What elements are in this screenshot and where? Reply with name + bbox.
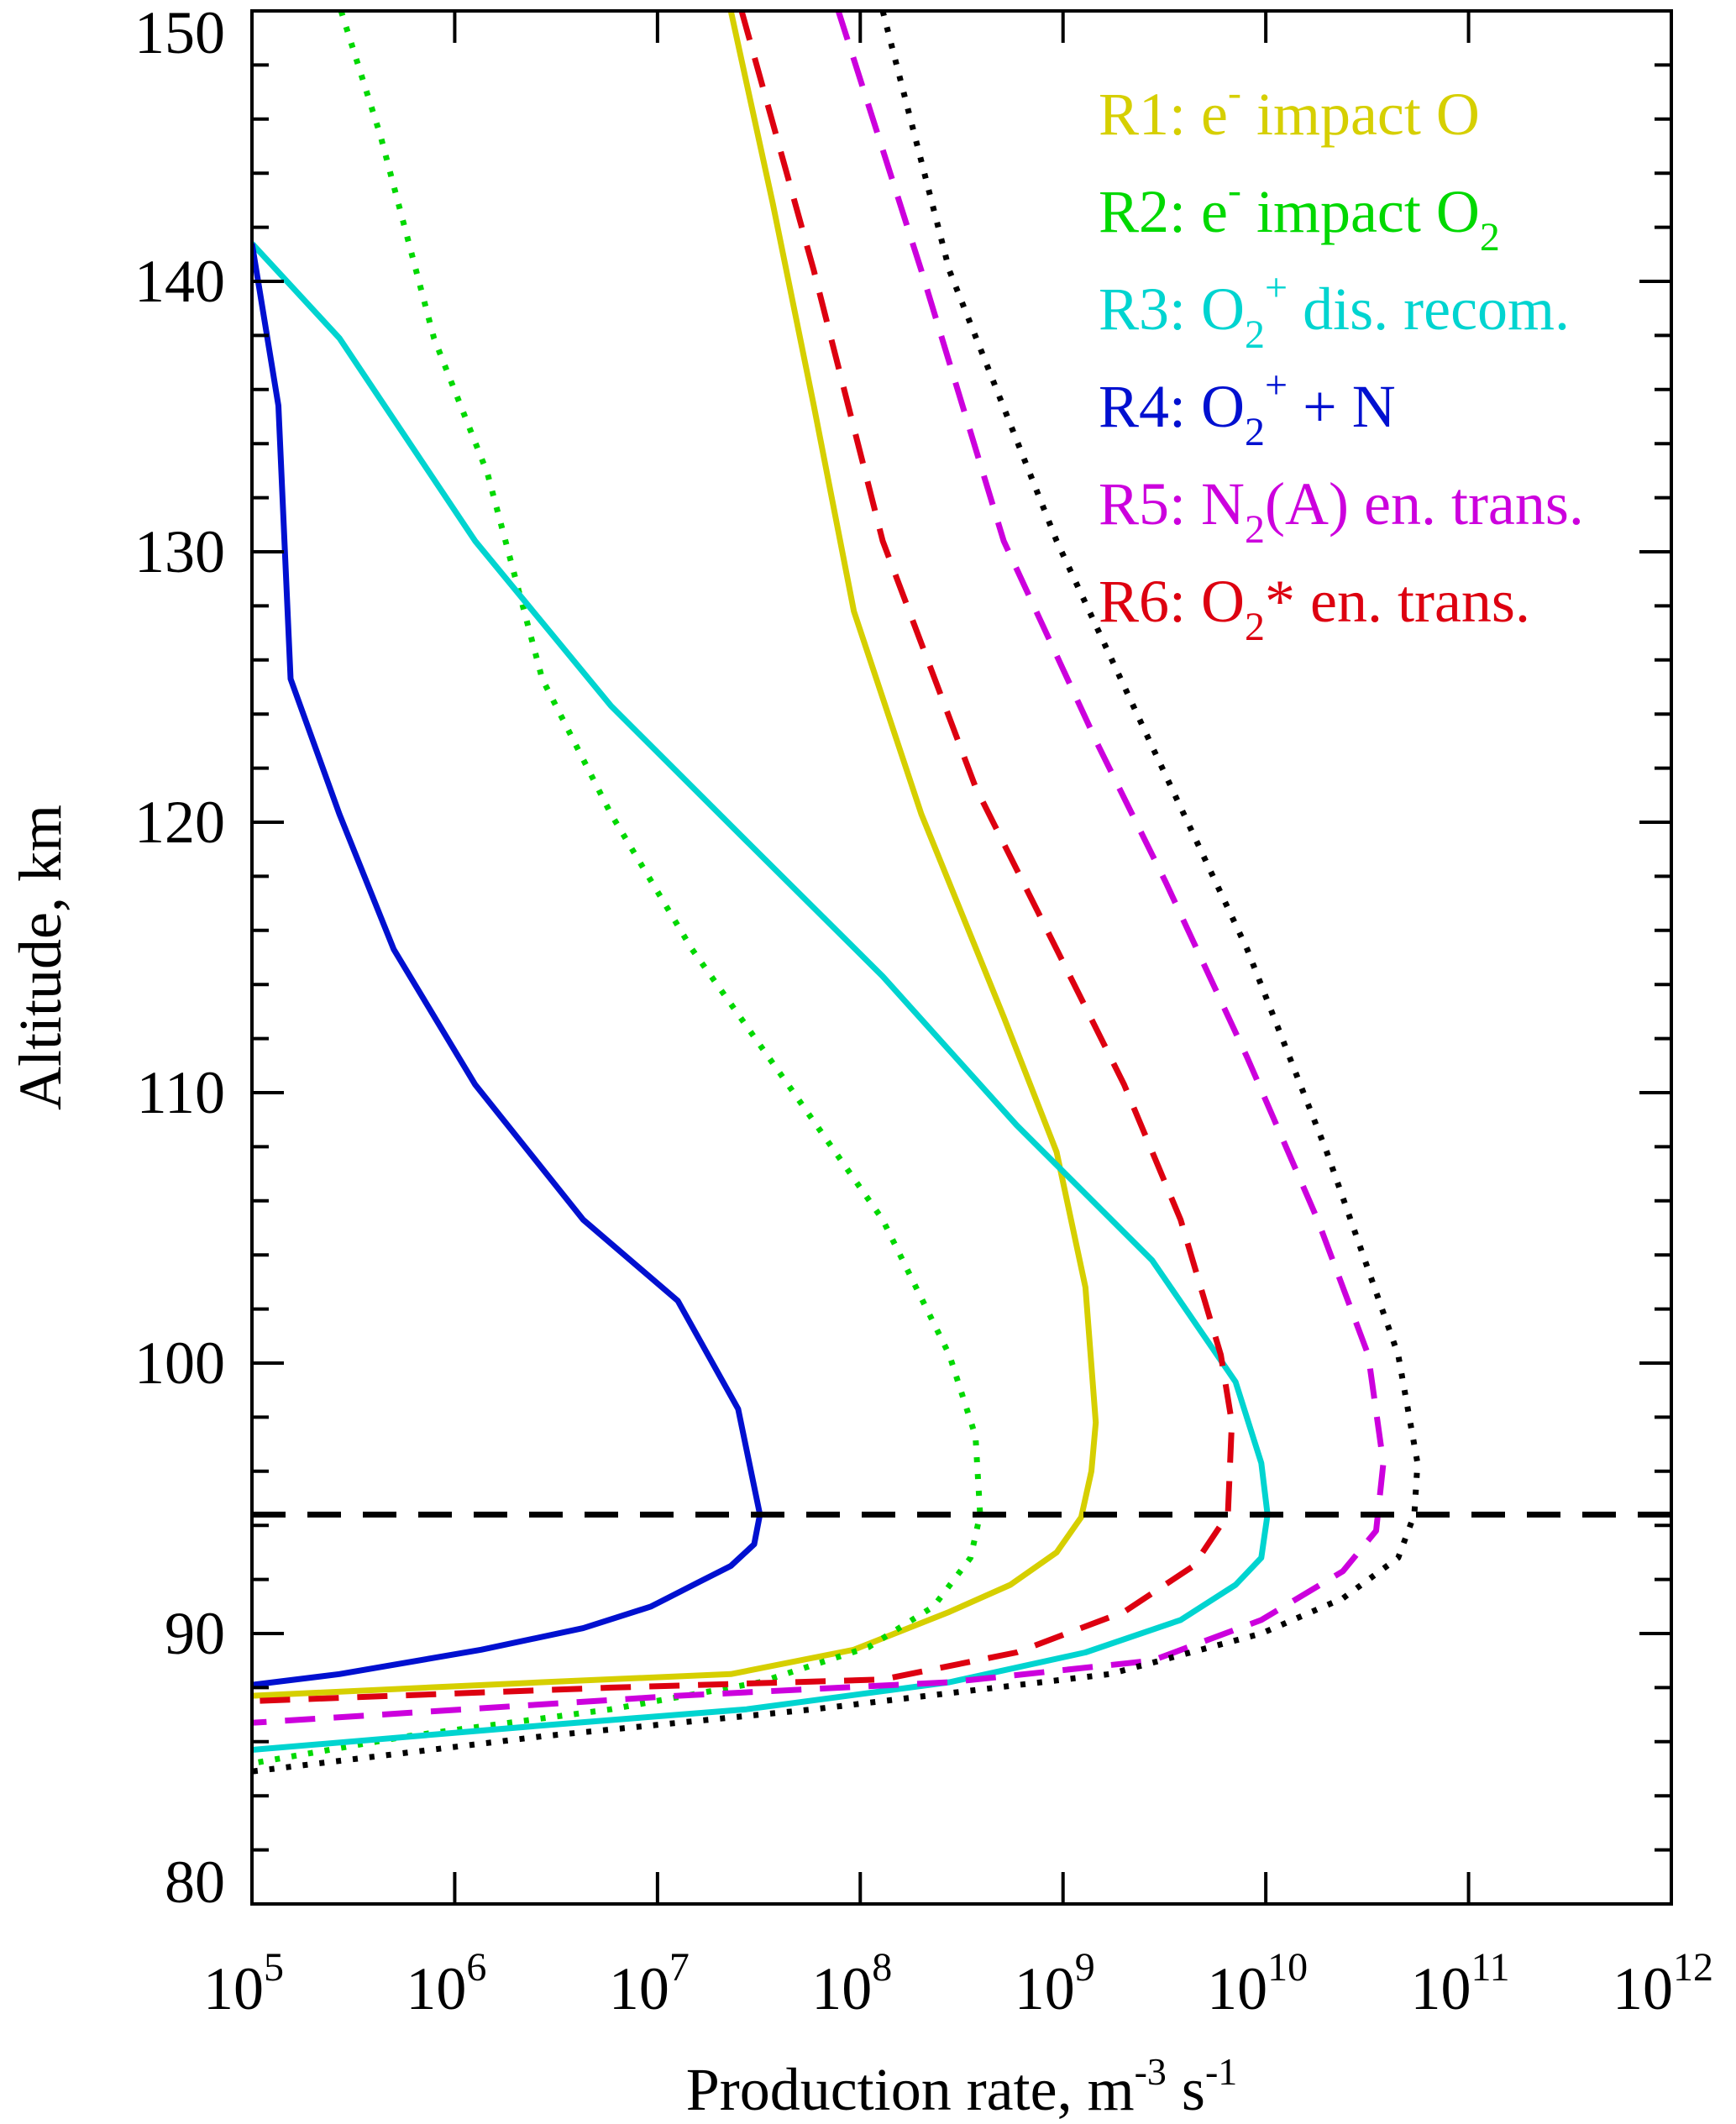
x-axis-label-mid: s bbox=[1167, 2056, 1205, 2123]
y-tick-label: 110 bbox=[137, 1059, 225, 1126]
series-line-5 bbox=[252, 11, 1387, 1726]
y-tick-label: 140 bbox=[134, 248, 225, 315]
x-tick-label-exp: 12 bbox=[1673, 1945, 1713, 1990]
y-tick-label: 130 bbox=[134, 518, 225, 585]
legend-text-segment: dis. recom. bbox=[1288, 275, 1570, 343]
x-tick-label-exp: 11 bbox=[1471, 1945, 1509, 1990]
legend-entry-1: R1: e- impact O bbox=[1099, 71, 1480, 148]
legend-entry-5: R5: N2(A) en. trans. bbox=[1099, 470, 1584, 552]
legend-text-segment: * en. trans. bbox=[1265, 568, 1530, 635]
y-tick-label: 100 bbox=[134, 1329, 225, 1397]
legend-text-segment: 2 bbox=[1245, 507, 1265, 552]
x-tick-label: 1012 bbox=[1613, 1945, 1713, 2022]
series-line-2 bbox=[252, 11, 983, 1767]
legend-text-segment: R6: O bbox=[1099, 568, 1245, 635]
legend-text-segment: R3: O bbox=[1099, 275, 1245, 343]
x-tick-label-base: 10 bbox=[609, 1955, 669, 2022]
x-tick-label: 1010 bbox=[1207, 1945, 1308, 2022]
x-tick-label-base: 10 bbox=[1015, 1955, 1075, 2022]
x-tick-label: 109 bbox=[1015, 1945, 1095, 2022]
y-axis-label: Altitude, km bbox=[7, 805, 74, 1110]
x-tick-label-exp: 6 bbox=[466, 1945, 486, 1990]
x-axis-label-sup1: -3 bbox=[1135, 2050, 1167, 2093]
x-tick-label: 106 bbox=[406, 1945, 486, 2022]
x-tick-label-base: 10 bbox=[1410, 1955, 1471, 2022]
x-tick-label-exp: 7 bbox=[669, 1945, 690, 1990]
x-axis-label-base: Production rate, m bbox=[686, 2056, 1135, 2123]
legend-text-segment: 2 bbox=[1245, 410, 1265, 454]
x-tick-label-exp: 8 bbox=[872, 1945, 892, 1990]
y-tick-label: 150 bbox=[134, 0, 225, 66]
x-tick-label: 105 bbox=[203, 1945, 284, 2022]
x-tick-label: 1011 bbox=[1410, 1945, 1509, 2022]
legend-text-segment: impact O bbox=[1241, 178, 1480, 245]
x-tick-label: 108 bbox=[811, 1945, 892, 2022]
legend-text-segment: - bbox=[1228, 71, 1241, 115]
legend-text-segment: + N bbox=[1288, 373, 1396, 440]
x-axis-label-sup2: -1 bbox=[1205, 2050, 1237, 2093]
curves bbox=[252, 11, 1671, 1775]
legend-text-segment: (A) en. trans. bbox=[1265, 470, 1584, 538]
y-tick-label: 90 bbox=[165, 1600, 225, 1667]
legend-text-segment: + bbox=[1265, 363, 1288, 407]
legend-entry-3: R3: O2+ dis. recom. bbox=[1099, 265, 1570, 357]
x-tick-label-base: 10 bbox=[406, 1955, 466, 2022]
y-tick-label: 120 bbox=[134, 789, 225, 856]
x-tick-label: 107 bbox=[609, 1945, 690, 2022]
legend-text-segment: 2 bbox=[1480, 215, 1500, 260]
legend-text-segment: R1: e bbox=[1099, 81, 1228, 148]
legend-text-segment: 2 bbox=[1245, 312, 1265, 357]
series-line-4 bbox=[252, 243, 763, 1688]
series-line-6 bbox=[252, 11, 1235, 1704]
x-tick-label-exp: 9 bbox=[1075, 1945, 1095, 1990]
y-tick-label: 80 bbox=[165, 1849, 225, 1916]
series-line-1 bbox=[252, 11, 1099, 1699]
legend-text-segment: 2 bbox=[1245, 605, 1265, 649]
plot-frame bbox=[250, 9, 1673, 1906]
x-tick-label-base: 10 bbox=[1613, 1955, 1673, 2022]
legend-text-segment: R4: O bbox=[1099, 373, 1245, 440]
x-tick-label-base: 10 bbox=[203, 1955, 264, 2022]
legend-text-segment: - bbox=[1228, 168, 1241, 212]
x-tick-label-base: 10 bbox=[1207, 1955, 1267, 2022]
series-line-3 bbox=[252, 241, 1271, 1753]
x-axis-label: Production rate, m-3 s-1 bbox=[686, 2050, 1238, 2123]
legend-text-segment: impact O bbox=[1241, 81, 1480, 148]
x-tick-label-base: 10 bbox=[811, 1955, 872, 2022]
legend-entry-2: R2: e- impact O2 bbox=[1099, 168, 1500, 260]
series-line-7 bbox=[252, 11, 1421, 1775]
x-tick-label-exp: 5 bbox=[264, 1945, 284, 1990]
legend-entry-6: R6: O2* en. trans. bbox=[1099, 568, 1530, 649]
legend-text-segment: R2: e bbox=[1099, 178, 1228, 245]
legend-text-segment: + bbox=[1265, 265, 1288, 310]
x-tick-label-exp: 10 bbox=[1267, 1945, 1308, 1990]
legend-text-segment: R5: N bbox=[1099, 470, 1245, 538]
legend-entry-4: R4: O2+ + N bbox=[1099, 363, 1396, 454]
